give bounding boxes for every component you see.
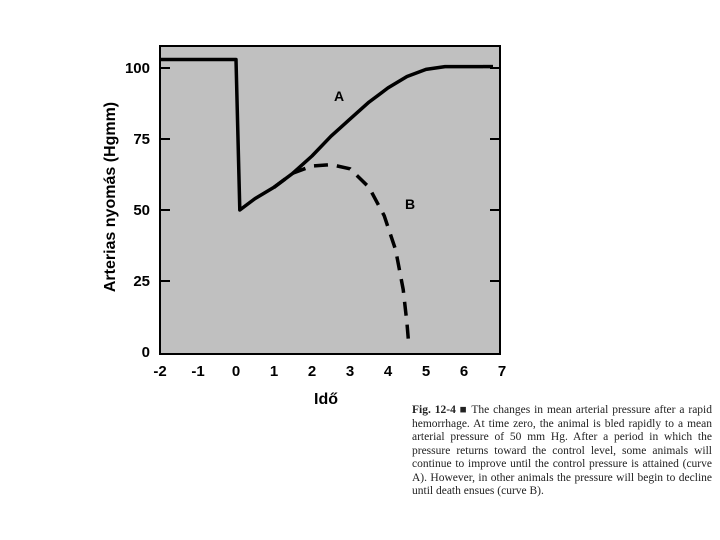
figure-caption: Fig. 12-4 ■ The changes in mean arterial…: [412, 404, 712, 499]
x-tick-label: 5: [422, 363, 430, 380]
caption-label: Fig. 12-4 ■: [412, 404, 468, 416]
y-tick-label: 25: [133, 273, 150, 290]
x-axis-ticks: -2 -1 0 1 2 3 4 5 6 7: [153, 363, 506, 380]
series-line-a: [160, 57, 483, 212]
x-tick-label: 6: [460, 363, 468, 380]
plot-area: [159, 45, 501, 355]
x-tick-label: -2: [153, 363, 166, 380]
curve-label-a: A: [334, 88, 344, 104]
curve-label-b: B: [405, 196, 415, 212]
series-layer: AB: [160, 57, 500, 347]
caption-text: The changes in mean arterial pressure af…: [412, 404, 713, 497]
y-tick-label: 50: [133, 202, 150, 219]
x-tick-label: 0: [232, 363, 240, 380]
y-tick-label: 75: [133, 131, 150, 148]
x-tick-label: -1: [191, 363, 204, 380]
y-axis-ticks: 0 25 50 75 100: [125, 60, 500, 361]
x-tick-label: 7: [498, 363, 506, 380]
y-tick-label: 0: [142, 344, 150, 361]
x-tick-label: 2: [308, 363, 316, 380]
x-tick-label: 3: [346, 363, 354, 380]
x-tick-label: 1: [270, 363, 278, 380]
y-tick-label: 100: [125, 60, 150, 77]
y-axis-title: Arterias nyomás (Hgmm): [102, 102, 119, 292]
x-tick-label: 4: [384, 363, 393, 380]
x-axis-title: Idő: [314, 391, 338, 408]
